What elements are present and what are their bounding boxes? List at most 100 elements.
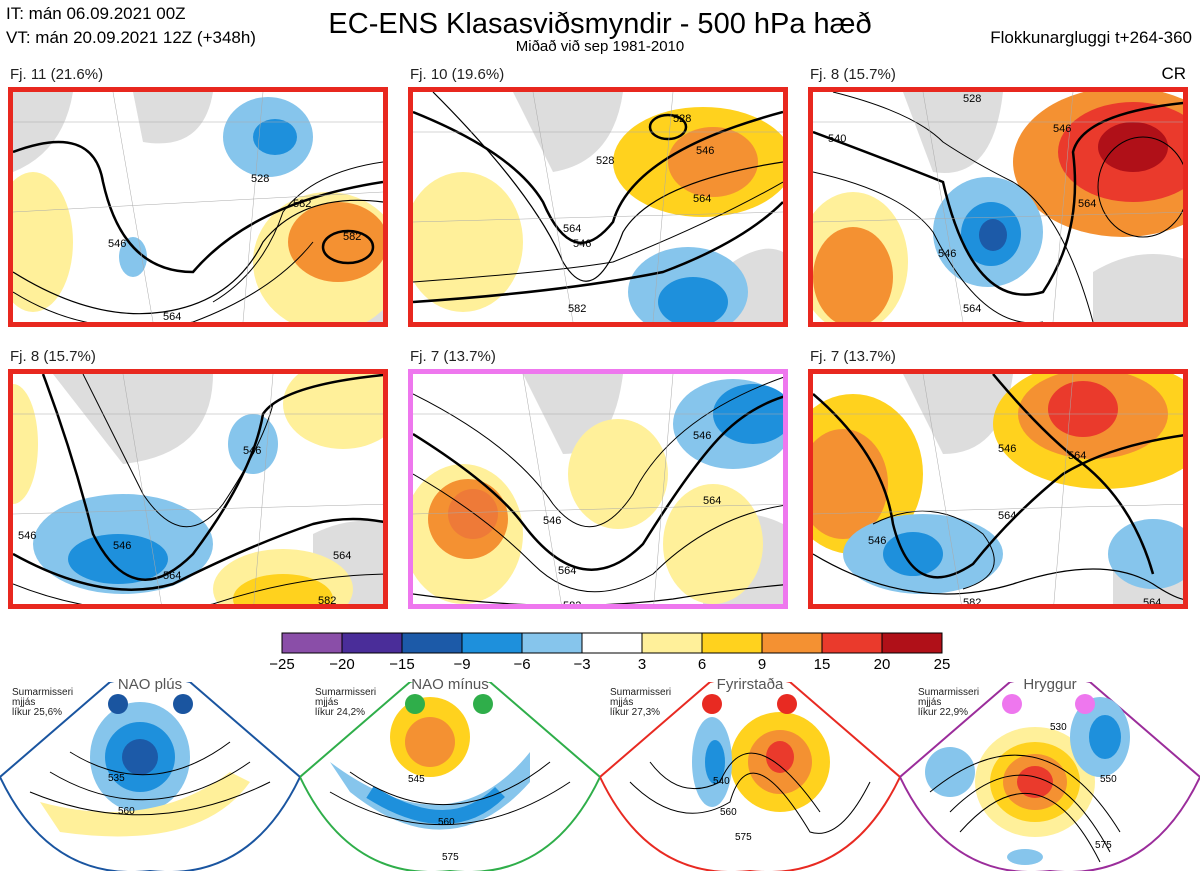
- regime-info-nao-plus: Sumarmisseri mjjás líkur 25,6%: [12, 687, 74, 718]
- contour-label: 546: [18, 530, 36, 542]
- regime-dot-icon: [1002, 694, 1022, 714]
- regime-map-blocking[interactable]: 540 560 575: [598, 676, 902, 873]
- contour-label: 575: [1095, 840, 1112, 851]
- colorbar-swatch: [821, 632, 883, 654]
- contour-label: 582: [963, 597, 981, 609]
- panel-label: Fj. 8 (15.7%): [810, 66, 896, 83]
- colorbar-swatch: [521, 632, 583, 654]
- regime-info-blocking: Sumarmisseri mjjás líkur 27,3%: [610, 687, 672, 718]
- panel-label: Fj. 8 (15.7%): [10, 348, 96, 365]
- colorbar-tick-label: −6: [513, 656, 531, 673]
- contour-label: 564: [1078, 198, 1096, 210]
- panel-label: Fj. 7 (13.7%): [810, 348, 896, 365]
- cluster-map-6[interactable]: 546 564 546 564 564 582: [808, 369, 1188, 609]
- regime-dot-icon: [473, 694, 493, 714]
- contour-label: 546: [998, 443, 1016, 455]
- contour-label: 582: [293, 198, 311, 210]
- cluster-map-1[interactable]: 546 564 582 528 582: [8, 87, 388, 327]
- contour-label: 560: [438, 817, 455, 828]
- colorbar-tick-label: −20: [329, 656, 355, 673]
- contour-label: 582: [318, 595, 336, 607]
- regime-dot-icon: [108, 694, 128, 714]
- colorbar-tick-label: 3: [637, 656, 647, 673]
- colorbar-swatch: [401, 632, 463, 654]
- contour-label: 540: [828, 133, 846, 145]
- contour-label: 582: [568, 303, 586, 315]
- contour-label: 582: [563, 600, 581, 609]
- contour-label: 546: [243, 445, 261, 457]
- colorbar-swatch: [701, 632, 763, 654]
- regime-map-nao-minus[interactable]: 545 560 575: [298, 676, 602, 873]
- cluster-map-5[interactable]: 546 564 546 564 582: [408, 369, 788, 609]
- contour-label: 564: [1068, 450, 1086, 462]
- contour-label: 564: [333, 550, 351, 562]
- regime-dots: [108, 694, 1095, 714]
- panel-label: Fj. 7 (13.7%): [410, 348, 496, 365]
- contour-label: 528: [673, 113, 691, 125]
- contour-label: 546: [573, 238, 591, 250]
- colorbar-swatch: [461, 632, 523, 654]
- colorbar-swatch: [881, 632, 943, 654]
- contour-label: 560: [720, 807, 737, 818]
- regime-title-nao-plus: NAO plús: [117, 676, 183, 693]
- contour-label: 540: [713, 776, 730, 787]
- colorbar-tick-label: 9: [757, 656, 767, 673]
- regime-dot-icon: [1075, 694, 1095, 714]
- cluster-map-3[interactable]: 528 546 540 546 564 564: [808, 87, 1188, 327]
- colorbar-tick-label: −25: [269, 656, 295, 673]
- contour-label: 535: [108, 773, 125, 784]
- regime-dot-icon: [702, 694, 722, 714]
- regime-title-nao-minus: NAO mínus: [411, 676, 489, 693]
- contour-label: 564: [998, 510, 1016, 522]
- contour-label: 575: [735, 832, 752, 843]
- contour-label: 546: [108, 238, 126, 250]
- contour-label: 564: [558, 565, 576, 577]
- contour-label: 564: [703, 495, 721, 507]
- contour-label: 564: [563, 223, 581, 235]
- contour-label: 546: [1053, 123, 1071, 135]
- contour-label: 546: [693, 430, 711, 442]
- cluster-map-4[interactable]: 546 564 546 546 564 582: [8, 369, 388, 609]
- panel-label: Fj. 11 (21.6%): [10, 66, 104, 83]
- colorbar-tick-label: −15: [389, 656, 415, 673]
- cluster-map-2[interactable]: 528 546 564 528 546 564 582: [408, 87, 788, 327]
- regime-dot-icon: [777, 694, 797, 714]
- regime-map-nao-plus[interactable]: 535 560: [0, 676, 302, 873]
- contour-label: 528: [596, 155, 614, 167]
- contour-label: 546: [113, 540, 131, 552]
- contour-label: 564: [1143, 597, 1161, 609]
- colorbar-tick-label: 25: [933, 656, 951, 673]
- contour-label: 546: [938, 248, 956, 260]
- colorbar-swatch: [281, 632, 343, 654]
- colorbar-swatch: [341, 632, 403, 654]
- contour-label: 564: [163, 570, 181, 582]
- contour-label: 560: [118, 806, 135, 817]
- colorbar-tick-label: 20: [873, 656, 891, 673]
- colorbar: [281, 632, 943, 654]
- colorbar-swatch: [761, 632, 823, 654]
- contour-label: 582: [343, 231, 361, 243]
- contour-label: 546: [696, 145, 714, 157]
- contour-label: 545: [408, 774, 425, 785]
- contour-label: 575: [442, 852, 459, 863]
- colorbar-tick-label: −3: [573, 656, 591, 673]
- regime-dot-icon: [405, 694, 425, 714]
- regime-title-ridge: Hryggur: [1023, 676, 1077, 693]
- contour-label: 550: [1100, 774, 1117, 785]
- contour-label: 530: [1050, 722, 1067, 733]
- contour-label: 564: [693, 193, 711, 205]
- colorbar-tick-label: −9: [453, 656, 471, 673]
- contour-label: 546: [868, 535, 886, 547]
- contour-label: 546: [543, 515, 561, 527]
- valid-time: VT: mán 20.09.2021 12Z (+348h): [6, 28, 256, 47]
- contour-label: 528: [251, 173, 269, 185]
- page-subtitle: Miðað við sep 1981-2010: [515, 38, 685, 55]
- colorbar-swatch: [641, 632, 703, 654]
- cr-label: CR: [1161, 64, 1186, 83]
- colorbar-tick-label: 6: [697, 656, 707, 673]
- colorbar-swatch: [581, 632, 643, 654]
- classification-window: Flokkunargluggi t+264-360: [990, 28, 1192, 47]
- regime-title-blocking: Fyrirstaða: [716, 676, 784, 693]
- panel-label: Fj. 10 (19.6%): [410, 66, 505, 83]
- regime-map-ridge[interactable]: 530 550 575: [898, 676, 1200, 873]
